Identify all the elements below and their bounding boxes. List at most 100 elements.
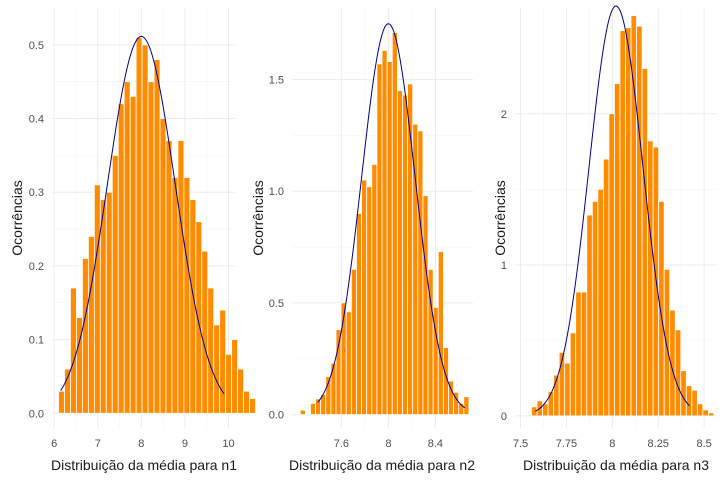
panel-n2-bar <box>396 90 403 415</box>
panel-n3-x-title: Distribuição da média para n3 <box>523 457 709 473</box>
panel-n1-x-tick-label: 8 <box>138 438 144 450</box>
panel-n3-bar <box>602 158 610 417</box>
panel-n1-bar <box>177 140 185 414</box>
panel-n3-bar <box>625 27 632 417</box>
panel-n1-bar <box>153 59 161 414</box>
panel-n1-x-tick-label: 9 <box>182 438 188 450</box>
panel-n2-y-tick-label: 0.5 <box>269 298 284 310</box>
panel-n2-y-tick-label: 1.5 <box>269 74 284 86</box>
panel-n3-bar <box>680 370 687 417</box>
panel-n1-bar <box>231 339 239 414</box>
panel-n2-bar <box>366 186 373 415</box>
panel-n1-y-tick-label: 0.0 <box>29 408 44 420</box>
panel-n1-bar <box>183 177 191 414</box>
panel-n2-bar <box>299 409 306 415</box>
panel-n3-x-tick-label: 8.25 <box>648 438 669 450</box>
panel-n1-x-ticks: 6 7 8 9 10 <box>51 438 234 450</box>
panel-n1-bar <box>171 177 179 414</box>
panel-n1-x-tick-label: 7 <box>95 438 101 450</box>
panel-n1-bar <box>201 250 209 414</box>
panel-n2-x-tick-label: 8.4 <box>428 438 443 450</box>
panel-n1-bar <box>64 368 71 414</box>
panel-n1-bar <box>213 324 221 414</box>
panel-n2-bar <box>391 32 398 415</box>
panel-n3-density-curve <box>534 5 690 412</box>
panel-n1-bar <box>243 390 250 414</box>
panel-n2-x-title: Distribuição da média para n2 <box>289 457 475 473</box>
panel-n1-bar <box>123 81 131 414</box>
panel-n2-bar <box>376 63 383 415</box>
panel-n2-y-ticks: 0.0 0.5 1.0 1.5 <box>269 74 284 421</box>
panel-n3-x-tick-label: 8.5 <box>696 438 711 450</box>
panel-n1-bar <box>159 118 167 414</box>
panel-n3-bar <box>531 406 538 417</box>
panel-n2-bar <box>381 50 388 415</box>
panel-n1-bars <box>58 37 256 414</box>
panel-n3-y-tick-label: 2 <box>501 109 507 121</box>
panel-n2-x-tick-label: 7.6 <box>334 438 349 450</box>
panel-n3-bar <box>658 200 665 417</box>
panel-n2-density-curve <box>317 23 466 409</box>
panel-n1-bar <box>249 398 256 414</box>
panel-n1-bar <box>99 199 107 414</box>
panel-n2-bar <box>345 311 352 415</box>
panel-n3-bar <box>586 214 593 417</box>
panel-n3-bar <box>597 188 604 417</box>
panel-n1-bar <box>82 258 89 414</box>
panel-n1-x-title: Distribuição da média para n1 <box>51 457 237 473</box>
panel-n3-bar <box>630 15 637 417</box>
panel-n1-bar <box>165 140 173 414</box>
panel-n3-bar <box>569 332 577 417</box>
panel-n1-bar <box>135 37 143 414</box>
panel-n1-x-tick-label: 6 <box>51 438 57 450</box>
panel-n1-y-tick-label: 0.5 <box>29 40 44 52</box>
panel-n1-y-title: Ocorrências <box>9 180 25 255</box>
panel-n3-bar <box>608 113 615 417</box>
panel-n1-bar <box>141 44 149 414</box>
panel-n3-bar <box>636 25 643 417</box>
panel-n3-x-tick-label: 8 <box>609 438 615 450</box>
panel-n1-bar <box>105 191 113 414</box>
panel-n2-bar <box>437 251 444 415</box>
panel-n3-bar <box>674 329 682 417</box>
panel-n1-bar <box>129 96 137 414</box>
panel-n1-bar <box>195 221 203 414</box>
panel-n2-y-title: Ocorrências <box>250 180 266 255</box>
panel-n2-bar <box>330 362 337 415</box>
panel-n3-bar <box>547 391 555 417</box>
panel-n3-bar <box>691 389 698 417</box>
panel-n2-bar <box>386 61 393 415</box>
panel-n3-y-tick-label: 0 <box>501 411 507 423</box>
panel-n1-bar <box>70 287 77 414</box>
panel-n2-bar <box>361 179 368 415</box>
panel-n1-bar <box>219 309 227 414</box>
panel-n3-bar <box>696 403 704 417</box>
panel-n2-x-ticks: 7.6 8 8.4 <box>334 438 443 450</box>
panel-n3-x-ticks: 7.5 7.75 8 8.25 8.5 <box>513 438 712 450</box>
panel-n3-x-tick-label: 7.75 <box>556 438 577 450</box>
panel-n3-bar <box>708 412 715 417</box>
panel-n1-bar <box>237 368 244 414</box>
panel-n1-bar <box>207 287 215 414</box>
panel-n1-bar <box>117 103 125 414</box>
panel-n3-bar <box>641 68 649 417</box>
panel-n2-bar <box>402 94 408 415</box>
panel-n3-bar <box>542 403 549 417</box>
panel-n3-bar <box>619 30 626 417</box>
panel-n3-y-title: Ocorrências <box>492 180 508 255</box>
panel-n2-x-tick-label: 8 <box>385 438 391 450</box>
panel-n3-bar <box>580 291 588 417</box>
panel-n3-bar <box>591 200 599 417</box>
panel-n3-bar <box>647 140 654 417</box>
panel-n2-bar <box>356 213 362 415</box>
panel-n1-y-tick-label: 0.2 <box>29 261 44 273</box>
panel-n3-y-ticks: 0 1 2 <box>501 109 507 423</box>
panel-n3-bar <box>564 362 571 417</box>
panel-n3-bar <box>614 83 621 417</box>
panel-n1-bar <box>111 154 119 414</box>
panel-n2-bar <box>335 329 342 415</box>
panel-n2-bars <box>299 32 470 415</box>
panel-n3-bar <box>663 268 671 417</box>
panel-n1-density-curve <box>60 35 225 395</box>
panel-n1-bar <box>87 236 95 414</box>
